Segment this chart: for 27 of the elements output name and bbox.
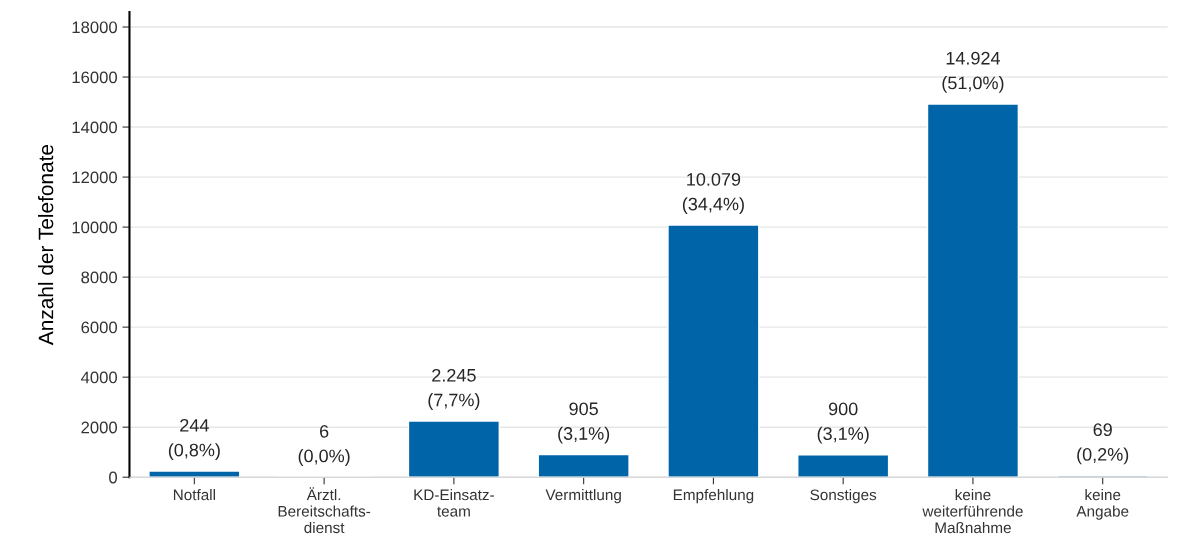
data-label: 905 (3,1%): [558, 402, 610, 444]
x-tick-label: Vermittlung: [545, 489, 621, 504]
y-tick-label: 12000: [72, 171, 118, 184]
x-tick-label: KD-Einsatz- team: [414, 489, 494, 517]
y-tick-label: 2000: [81, 421, 118, 434]
data-label: 2.245 (7,7%): [428, 368, 480, 410]
y-tick-label: 10000: [72, 221, 118, 234]
x-tick-label: Notfall: [173, 489, 215, 501]
data-label: 900 (3,1%): [817, 402, 869, 444]
y-tick-label: 6000: [81, 321, 118, 334]
x-tick-label: Empfehlung: [673, 489, 754, 504]
y-tick-label: 8000: [81, 271, 118, 284]
y-axis-title: Anzahl der Telefonate: [38, 144, 54, 346]
y-tick-label: 18000: [72, 21, 118, 34]
data-label: 244 (0,8%): [168, 418, 220, 460]
y-tick-label: 4000: [80, 371, 118, 384]
data-label: 69 (0,2%): [1077, 423, 1129, 465]
y-tick-label: 0: [109, 471, 118, 484]
data-label: 10.079 (34,4%): [682, 172, 744, 215]
x-tick-label: keine weiterführende Maßnahme: [922, 489, 1023, 534]
data-label: 6 (0,0%): [298, 424, 350, 466]
y-tick-label: 16000: [72, 71, 118, 84]
x-tick-label: keine Angabe: [1076, 489, 1129, 520]
y-tick-label: 14000: [72, 121, 118, 134]
x-tick-label: Ärztl. Bereitschafts- dienst: [278, 487, 371, 534]
x-tick-label: Sonstiges: [810, 489, 877, 504]
data-label: 14.924 (51,0%): [942, 51, 1004, 93]
